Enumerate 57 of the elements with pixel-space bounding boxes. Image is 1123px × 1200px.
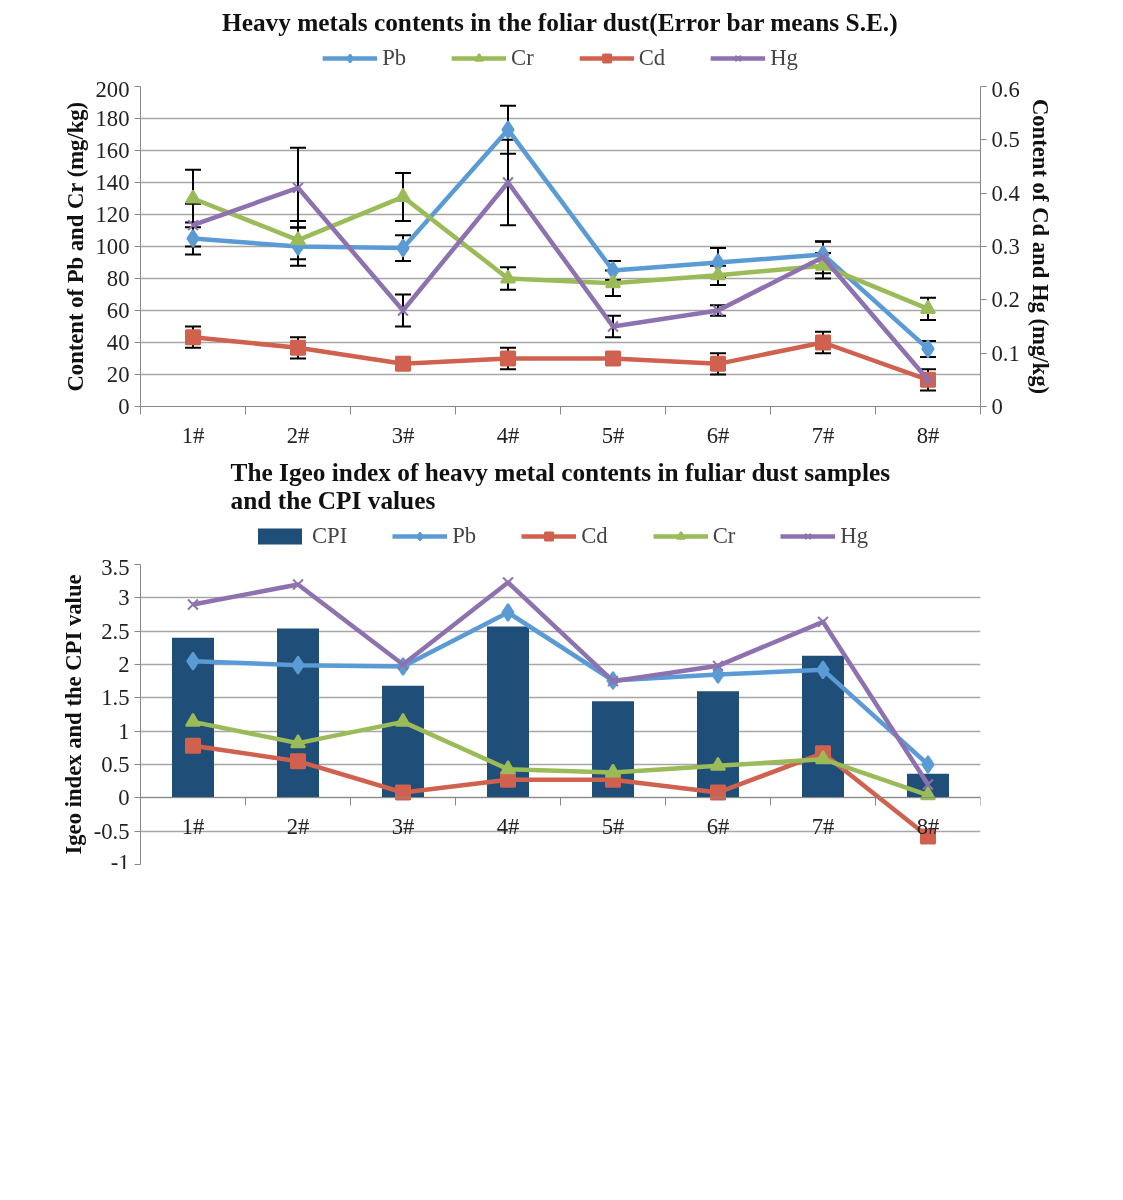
- y2-tick-label: 0.4: [991, 180, 1020, 206]
- legend-label: Hg: [840, 523, 869, 549]
- legend-label: Cr: [511, 45, 534, 71]
- y-axis-title: Igeo index and the CPI value: [60, 574, 86, 855]
- y-tick-label: 80: [106, 266, 130, 291]
- y-tick-label: 180: [95, 106, 130, 131]
- y-tick-label: 140: [95, 170, 130, 195]
- y2-tick-label: 0: [991, 394, 1003, 419]
- y-tick-label: 40: [106, 330, 130, 355]
- x-tick-label: 5#: [601, 813, 625, 839]
- y-tick-label: -0.5: [93, 818, 130, 844]
- y-tick-label: 1.5: [101, 685, 130, 711]
- y-tick-label: 1: [118, 718, 130, 744]
- y2-tick-label: 0.1: [991, 340, 1020, 366]
- legend-label: Cd: [638, 45, 666, 71]
- x-tick-label: 8#: [916, 422, 940, 448]
- legend-label: Cr: [712, 523, 736, 549]
- y-tick-label: 0.5: [101, 752, 130, 777]
- x-tick-label: 2#: [286, 813, 310, 839]
- y-tick-label: 3: [118, 585, 130, 611]
- x-tick-label: 4#: [496, 813, 520, 839]
- y2-tick-label: 0.5: [991, 127, 1020, 153]
- legend-label: Pb: [382, 45, 407, 71]
- x-tick-label: 6#: [706, 422, 730, 448]
- y-tick-label: 2.5: [101, 618, 130, 644]
- y-tick-label: -1: [110, 849, 130, 875]
- x-tick-label: 1#: [181, 813, 205, 839]
- y-tick-label: 160: [95, 138, 130, 163]
- y-tick-label: 0: [118, 394, 130, 419]
- y-tick-label: 2: [118, 652, 130, 677]
- x-tick-label: 4#: [496, 422, 520, 448]
- x-tick-label: 7#: [811, 422, 835, 448]
- y2-axis-title: Content of Cd and Hg (mg/kg): [1027, 98, 1053, 395]
- legend-label: Pb: [452, 523, 477, 549]
- x-tick-label: 7#: [811, 813, 835, 839]
- y-tick-label: 100: [95, 234, 130, 259]
- y-tick-label: 3.5: [101, 554, 130, 580]
- legend-label: Cd: [581, 523, 608, 549]
- x-tick-label: 6#: [706, 813, 730, 839]
- y2-tick-label: 0.2: [991, 287, 1020, 313]
- x-tick-label: 5#: [601, 422, 625, 448]
- legend-label: Hg: [770, 45, 798, 71]
- chart-title: The Igeo index of heavy metal contents in fuliar dust samples and the CPI values: [230, 457, 891, 514]
- chart-title: Heavy metals contents in the foliar dust(Error bar means S.E.): [222, 7, 898, 37]
- y2-tick-label: 0.3: [991, 234, 1020, 259]
- legend-label: CPI: [311, 523, 348, 549]
- x-tick-label: 1#: [181, 422, 205, 448]
- y2-tick-label: 0.6: [991, 76, 1020, 102]
- x-tick-label: 2#: [286, 422, 310, 448]
- y-tick-label: 20: [106, 362, 130, 387]
- y-tick-label: 120: [95, 202, 130, 227]
- x-tick-label: 3#: [391, 422, 415, 448]
- y-tick-label: 0: [118, 785, 130, 811]
- y-tick-label: 200: [95, 76, 130, 102]
- y-axis-title: Content of Pb and Cr (mg/kg): [62, 101, 88, 392]
- y-tick-label: 60: [106, 298, 130, 323]
- x-tick-label: 3#: [391, 813, 415, 839]
